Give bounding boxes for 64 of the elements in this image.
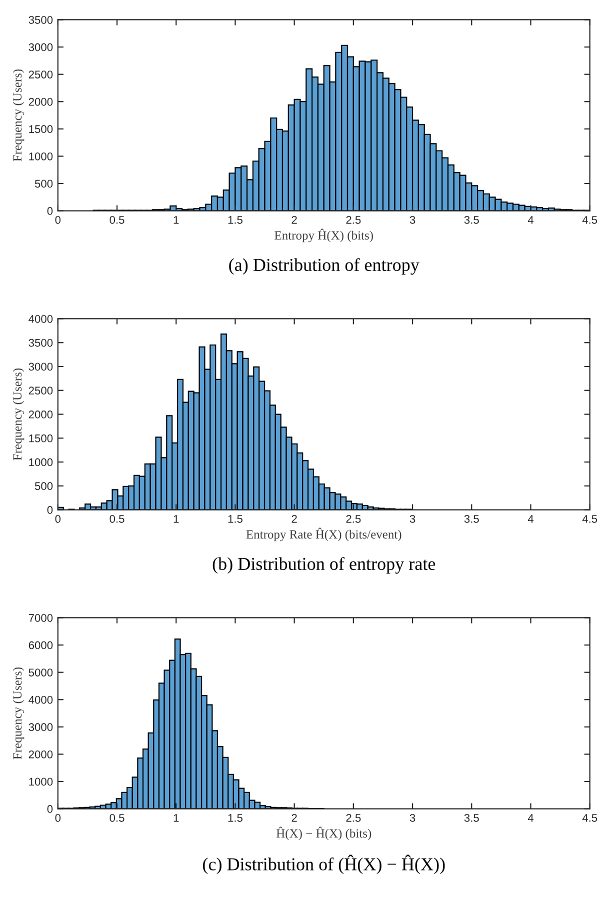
text: (a) Distribution of entropy (229, 258, 420, 275)
x-tick-label: 4.5 (582, 216, 597, 224)
x-tick-label: 2.5 (346, 814, 361, 822)
y-tick-label: 6000 (28, 641, 53, 650)
y-tick-label: 1000 (29, 458, 53, 466)
y-tick-label: 2000 (28, 98, 53, 106)
y-tick-label: 3000 (28, 43, 53, 52)
text: (b) Distribution of entropy rate (212, 557, 436, 574)
x-tick-label: 1.5 (228, 814, 242, 822)
y-axis-title: Frequency (Users) (12, 667, 24, 760)
x-tick-label: 3.5 (464, 216, 479, 224)
y-tick-label: 3500 (28, 338, 53, 347)
y-tick-label: 7000 (28, 614, 53, 622)
x-tick-label: 3 (410, 514, 416, 523)
x-tick-label: 4.5 (582, 814, 597, 822)
x-tick-label: 3.5 (464, 814, 479, 822)
y-tick-label: 3500 (28, 16, 53, 24)
y-tick-label: 2000 (28, 750, 53, 758)
x-axis-title: Ĥ(X) − Ĥ(X) (bits) (276, 826, 372, 840)
x-axis-title: Entropy Ĥ(X) (bits) (274, 228, 373, 242)
y-tick-label: 1000 (29, 778, 53, 786)
y-tick-label: 1500 (29, 125, 53, 134)
x-tick-label: 3 (410, 814, 416, 822)
x-tick-label: 2.5 (346, 514, 361, 523)
y-tick-label: 5000 (28, 668, 53, 676)
y-axis-title: Frequency (Users) (12, 69, 24, 162)
y-tick-label: 4000 (28, 696, 53, 704)
x-tick-label: 1 (174, 814, 179, 822)
x-tick-label: 4 (528, 814, 534, 822)
y-tick-label: 3000 (28, 362, 53, 371)
y-tick-label: 2500 (28, 386, 53, 395)
x-tick-label: 1.5 (228, 216, 242, 224)
y-tick-label: 1000 (29, 152, 53, 160)
x-axis-title: Entropy Rate Ĥ(X) (bits/event) (246, 528, 402, 542)
x-tick-label: 1.5 (228, 515, 242, 523)
x-tick-label: 2 (292, 814, 297, 822)
x-tick-label: 2 (292, 216, 297, 224)
y-tick-label: 2500 (28, 70, 53, 78)
y-tick-label: 4000 (28, 315, 53, 323)
y-tick-label: 0 (47, 506, 53, 514)
x-tick-label: 0 (55, 514, 61, 523)
y-axis-title: Frequency (Users) (12, 368, 24, 460)
x-tick-label: 1 (174, 216, 179, 224)
x-tick-label: 4 (528, 216, 534, 224)
y-tick-label: 1500 (29, 434, 53, 442)
text: (c) Distribution of (Ĥ(X) − Ĥ(X)) (203, 854, 445, 874)
x-tick-label: 0.5 (110, 216, 124, 224)
x-tick-label: 3 (410, 216, 416, 224)
x-tick-label: 2 (292, 514, 297, 523)
x-tick-label: 0 (55, 216, 61, 224)
x-tick-label: 1 (174, 515, 179, 523)
x-tick-label: 2.5 (346, 216, 361, 224)
x-tick-label: 4 (528, 515, 534, 523)
y-tick-label: 0 (47, 805, 53, 813)
y-tick-label: 500 (34, 180, 53, 188)
x-tick-label: 3.5 (464, 514, 479, 523)
y-tick-label: 3000 (28, 723, 53, 732)
x-tick-label: 0.5 (110, 814, 124, 822)
x-tick-label: 0 (55, 814, 61, 822)
y-tick-label: 0 (47, 207, 53, 215)
y-tick-label: 2000 (28, 410, 53, 418)
x-tick-label: 4.5 (582, 515, 597, 523)
x-tick-label: 0.5 (110, 514, 124, 523)
y-tick-label: 500 (34, 482, 53, 490)
